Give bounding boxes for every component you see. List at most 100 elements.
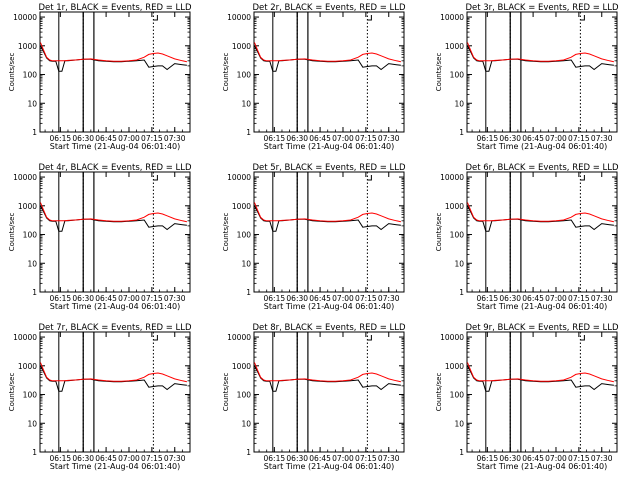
marker-bracket [153, 175, 158, 181]
x-tick-label: 07:15 [568, 294, 590, 303]
panel-title: Det 5r, BLACK = Events, RED = LLD [252, 163, 406, 173]
y-tick-label: 10000 [13, 173, 37, 182]
y-axis-label: Counts/sec [222, 373, 230, 412]
plot-frame [466, 171, 618, 293]
y-axis-label: Counts/sec [435, 53, 443, 92]
y-tick-label: 10 [454, 419, 464, 428]
y-tick-label: 10 [27, 419, 37, 428]
y-tick-label: 1 [32, 288, 37, 297]
panel-2: Det 2r, BLACK = Events, RED = LLD Counts/… [222, 3, 406, 151]
lld-series-line [467, 42, 614, 63]
x-tick-label: 06:15 [264, 294, 286, 303]
x-tick-label: 07:15 [141, 294, 163, 303]
x-tick-label: 07:00 [545, 294, 567, 303]
x-axis-label: Start Time (21-Aug-04 06:01:40) [50, 302, 181, 311]
lld-series-line [254, 202, 401, 223]
y-tick-label: 1000 [445, 42, 464, 51]
time-interval-box [296, 171, 309, 293]
x-axis-label: Start Time (21-Aug-04 06:01:40) [477, 302, 608, 311]
events-series-line [254, 365, 401, 392]
plot-frame [39, 331, 191, 453]
y-tick-label: 1 [459, 128, 464, 137]
lld-series-line [254, 42, 401, 63]
y-tick-label: 10 [454, 99, 464, 108]
y-tick-label: 1 [459, 448, 464, 457]
y-tick-label: 1000 [232, 42, 251, 51]
plot-frame [466, 11, 618, 133]
x-axis-label: Start Time (21-Aug-04 06:01:40) [264, 302, 395, 311]
x-axis-label: Start Time (21-Aug-04 06:01:40) [477, 142, 608, 151]
x-tick-label: 06:45 [95, 134, 117, 143]
x-tick-label: 06:30 [286, 134, 308, 143]
x-tick-label: 06:15 [50, 134, 72, 143]
y-tick-label: 1000 [232, 202, 251, 211]
x-axis-label: Start Time (21-Aug-04 06:01:40) [264, 142, 395, 151]
time-interval-box [296, 331, 309, 453]
plot-frame [39, 11, 191, 133]
x-tick-label: 07:00 [332, 294, 354, 303]
y-tick-label: 1 [246, 128, 251, 137]
y-axis-label: Counts/sec [8, 53, 16, 92]
x-tick-label: 07:30 [164, 134, 186, 143]
panel-title: Det 9r, BLACK = Events, RED = LLD [465, 323, 619, 333]
panel-title: Det 7r, BLACK = Events, RED = LLD [38, 323, 192, 333]
time-interval-box [82, 331, 95, 453]
x-tick-label: 06:45 [309, 454, 331, 463]
y-tick-label: 10000 [227, 173, 251, 182]
time-interval-box [509, 331, 522, 453]
panel-3: Det 3r, BLACK = Events, RED = LLD Counts/… [435, 3, 619, 151]
x-tick-label: 07:15 [141, 454, 163, 463]
y-tick-label: 10000 [440, 173, 464, 182]
panel-title: Det 2r, BLACK = Events, RED = LLD [252, 3, 406, 13]
y-tick-label: 1000 [18, 362, 37, 371]
events-series-line [467, 205, 614, 232]
y-tick-label: 10 [27, 99, 37, 108]
lld-series-line [467, 362, 614, 383]
y-axis-label: Counts/sec [8, 213, 16, 252]
plot-frame [39, 171, 191, 293]
x-tick-label: 07:00 [118, 454, 140, 463]
lld-series-line [254, 362, 401, 383]
y-tick-label: 1000 [18, 202, 37, 211]
marker-bracket [367, 175, 372, 181]
x-tick-label: 07:30 [164, 454, 186, 463]
x-tick-label: 07:00 [118, 134, 140, 143]
y-tick-label: 100 [450, 71, 465, 80]
y-tick-label: 1 [32, 128, 37, 137]
y-tick-label: 1 [246, 288, 251, 297]
events-series-line [467, 365, 614, 392]
y-tick-label: 10 [241, 99, 251, 108]
marker-bracket [580, 15, 585, 21]
plot-frame [253, 331, 405, 453]
panel-5: Det 5r, BLACK = Events, RED = LLD Counts/… [222, 163, 406, 311]
x-tick-label: 07:30 [378, 134, 400, 143]
events-series-line [40, 205, 187, 232]
time-interval-box [82, 11, 95, 133]
y-tick-label: 10000 [13, 333, 37, 342]
x-axis-label: Start Time (21-Aug-04 06:01:40) [50, 462, 181, 471]
panel-6: Det 6r, BLACK = Events, RED = LLD Counts/… [435, 163, 619, 311]
x-tick-label: 06:45 [309, 294, 331, 303]
x-tick-label: 06:15 [264, 134, 286, 143]
y-tick-label: 1 [32, 448, 37, 457]
y-tick-label: 10 [454, 259, 464, 268]
x-tick-label: 07:00 [332, 134, 354, 143]
x-tick-label: 06:30 [72, 294, 94, 303]
y-axis-label: Counts/sec [222, 53, 230, 92]
y-tick-label: 1000 [18, 42, 37, 51]
x-tick-label: 06:15 [477, 454, 499, 463]
y-tick-label: 100 [237, 231, 252, 240]
y-tick-label: 10000 [440, 13, 464, 22]
y-tick-label: 10000 [13, 13, 37, 22]
panel-7: Det 7r, BLACK = Events, RED = LLD Counts/… [8, 323, 192, 471]
x-tick-label: 06:15 [477, 134, 499, 143]
panel-title: Det 6r, BLACK = Events, RED = LLD [465, 163, 619, 173]
x-tick-label: 06:45 [522, 134, 544, 143]
panel-title: Det 8r, BLACK = Events, RED = LLD [252, 323, 406, 333]
lld-series-line [40, 202, 187, 223]
marker-bracket [580, 175, 585, 181]
x-tick-label: 06:45 [522, 294, 544, 303]
y-tick-label: 1 [246, 448, 251, 457]
